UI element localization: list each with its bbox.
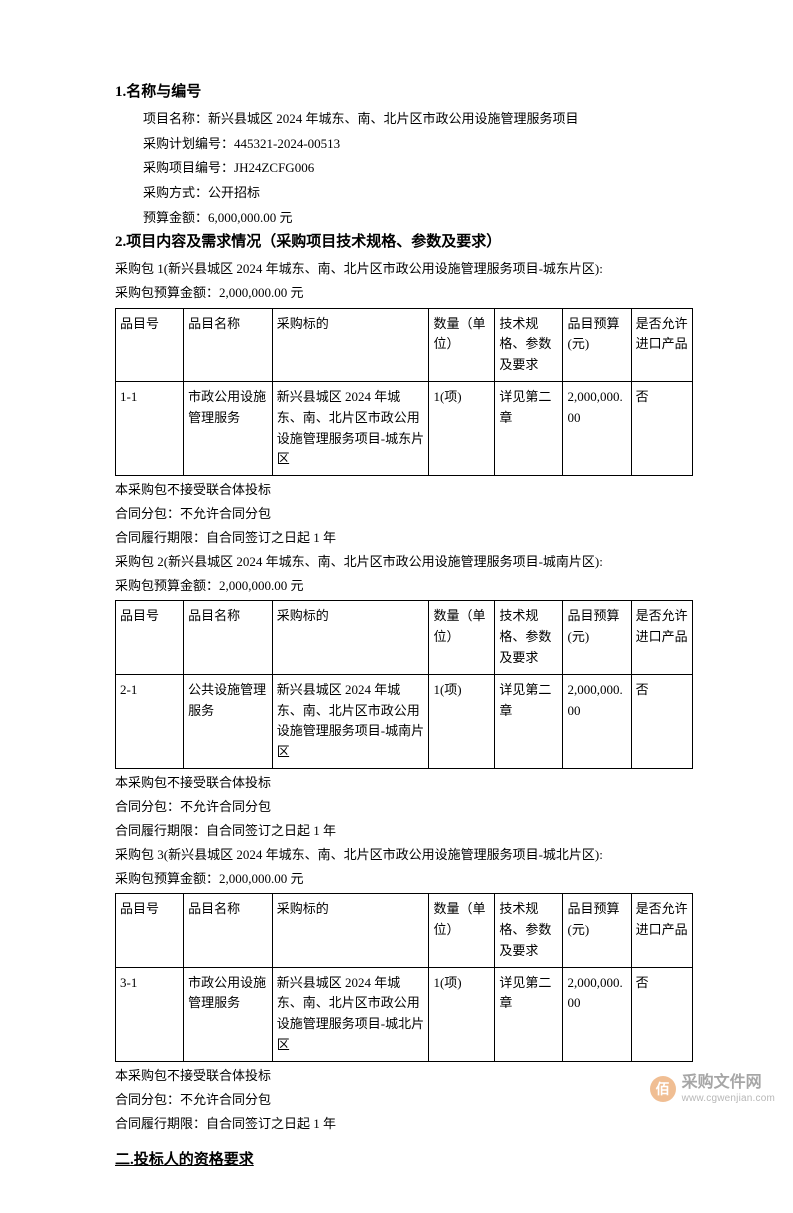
- method-value: 公开招标: [208, 185, 260, 200]
- th-spec: 技术规格、参数及要求: [495, 894, 563, 967]
- pkg2-table: 品目号 品目名称 采购标的 数量（单位） 技术规格、参数及要求 品目预算(元) …: [115, 600, 693, 769]
- pkg1-note-1: 合同分包：不允许合同分包: [115, 502, 693, 526]
- section2-heading: 2.项目内容及需求情况（采购项目技术规格、参数及要求）: [115, 230, 693, 251]
- plan-no-value: 445321-2024-00513: [234, 136, 340, 151]
- proj-no-label: 采购项目编号：: [143, 160, 234, 175]
- td-target: 新兴县城区 2024 年城东、南、北片区市政公用设施管理服务项目-城南片区: [272, 674, 429, 768]
- th-qty: 数量（单位）: [429, 601, 495, 674]
- proj-no-value: JH24ZCFG006: [234, 160, 314, 175]
- method-label: 采购方式：: [143, 185, 208, 200]
- pkg2-note-0: 本采购包不接受联合体投标: [115, 771, 693, 795]
- td-spec: 详见第二章: [495, 674, 563, 768]
- td-name: 市政公用设施管理服务: [184, 967, 273, 1061]
- watermark: 佰 采购文件网 www.cgwenjian.com: [650, 1074, 775, 1104]
- plan-no-line: 采购计划编号：445321-2024-00513: [143, 132, 693, 157]
- td-budget: 2,000,000.00: [563, 381, 631, 475]
- table-header-row: 品目号 品目名称 采购标的 数量（单位） 技术规格、参数及要求 品目预算(元) …: [116, 894, 693, 967]
- budget-line: 预算金额：6,000,000.00 元: [143, 206, 693, 231]
- td-name: 市政公用设施管理服务: [184, 381, 273, 475]
- proj-no-line: 采购项目编号：JH24ZCFG006: [143, 156, 693, 181]
- th-name: 品目名称: [184, 894, 273, 967]
- section1-fields: 项目名称：新兴县城区 2024 年城东、南、北片区市政公用设施管理服务项目 采购…: [115, 107, 693, 230]
- pkg2-title: 采购包 2(新兴县城区 2024 年城东、南、北片区市政公用设施管理服务项目-城…: [115, 550, 693, 574]
- budget-value: 6,000,000.00 元: [208, 210, 293, 225]
- td-qty: 1(项): [429, 967, 495, 1061]
- td-spec: 详见第二章: [495, 967, 563, 1061]
- pkg2-budget: 采购包预算金额：2,000,000.00 元: [115, 574, 693, 598]
- th-id: 品目号: [116, 894, 184, 967]
- table-header-row: 品目号 品目名称 采购标的 数量（单位） 技术规格、参数及要求 品目预算(元) …: [116, 601, 693, 674]
- table-header-row: 品目号 品目名称 采购标的 数量（单位） 技术规格、参数及要求 品目预算(元) …: [116, 308, 693, 381]
- td-budget: 2,000,000.00: [563, 674, 631, 768]
- td-target: 新兴县城区 2024 年城东、南、北片区市政公用设施管理服务项目-城北片区: [272, 967, 429, 1061]
- pkg3-note-1: 合同分包：不允许合同分包: [115, 1088, 693, 1112]
- td-qty: 1(项): [429, 381, 495, 475]
- plan-no-label: 采购计划编号：: [143, 136, 234, 151]
- pkg3-note-2: 合同履行期限：自合同签订之日起 1 年: [115, 1112, 693, 1136]
- td-id: 2-1: [116, 674, 184, 768]
- th-name: 品目名称: [184, 601, 273, 674]
- watermark-logo-icon: 佰: [650, 1076, 676, 1102]
- section1-heading: 1.名称与编号: [115, 80, 693, 101]
- pkg1-title: 采购包 1(新兴县城区 2024 年城东、南、北片区市政公用设施管理服务项目-城…: [115, 257, 693, 281]
- th-qty: 数量（单位）: [429, 308, 495, 381]
- th-budget: 品目预算(元): [563, 601, 631, 674]
- section3-heading: 二.投标人的资格要求: [115, 1148, 693, 1169]
- th-import: 是否允许进口产品: [631, 894, 692, 967]
- td-qty: 1(项): [429, 674, 495, 768]
- th-import: 是否允许进口产品: [631, 601, 692, 674]
- pkg3-budget: 采购包预算金额：2,000,000.00 元: [115, 867, 693, 891]
- watermark-sub: www.cgwenjian.com: [682, 1093, 775, 1105]
- th-id: 品目号: [116, 601, 184, 674]
- th-spec: 技术规格、参数及要求: [495, 308, 563, 381]
- td-budget: 2,000,000.00: [563, 967, 631, 1061]
- td-id: 1-1: [116, 381, 184, 475]
- method-line: 采购方式：公开招标: [143, 181, 693, 206]
- project-name-line: 项目名称：新兴县城区 2024 年城东、南、北片区市政公用设施管理服务项目: [143, 107, 693, 132]
- th-name: 品目名称: [184, 308, 273, 381]
- td-import: 否: [631, 967, 692, 1061]
- th-id: 品目号: [116, 308, 184, 381]
- table-row: 2-1 公共设施管理服务 新兴县城区 2024 年城东、南、北片区市政公用设施管…: [116, 674, 693, 768]
- th-target: 采购标的: [272, 601, 429, 674]
- th-import: 是否允许进口产品: [631, 308, 692, 381]
- th-budget: 品目预算(元): [563, 308, 631, 381]
- th-budget: 品目预算(元): [563, 894, 631, 967]
- table-row: 3-1 市政公用设施管理服务 新兴县城区 2024 年城东、南、北片区市政公用设…: [116, 967, 693, 1061]
- project-name-value: 新兴县城区 2024 年城东、南、北片区市政公用设施管理服务项目: [208, 111, 579, 126]
- th-qty: 数量（单位）: [429, 894, 495, 967]
- td-id: 3-1: [116, 967, 184, 1061]
- td-spec: 详见第二章: [495, 381, 563, 475]
- pkg1-table: 品目号 品目名称 采购标的 数量（单位） 技术规格、参数及要求 品目预算(元) …: [115, 308, 693, 477]
- td-import: 否: [631, 674, 692, 768]
- td-name: 公共设施管理服务: [184, 674, 273, 768]
- pkg2-note-2: 合同履行期限：自合同签订之日起 1 年: [115, 819, 693, 843]
- budget-label: 预算金额：: [143, 210, 208, 225]
- th-spec: 技术规格、参数及要求: [495, 601, 563, 674]
- pkg2-note-1: 合同分包：不允许合同分包: [115, 795, 693, 819]
- pkg1-budget: 采购包预算金额：2,000,000.00 元: [115, 281, 693, 305]
- th-target: 采购标的: [272, 894, 429, 967]
- pkg1-note-0: 本采购包不接受联合体投标: [115, 478, 693, 502]
- td-import: 否: [631, 381, 692, 475]
- pkg3-note-0: 本采购包不接受联合体投标: [115, 1064, 693, 1088]
- pkg1-note-2: 合同履行期限：自合同签订之日起 1 年: [115, 526, 693, 550]
- pkg3-table: 品目号 品目名称 采购标的 数量（单位） 技术规格、参数及要求 品目预算(元) …: [115, 893, 693, 1062]
- td-target: 新兴县城区 2024 年城东、南、北片区市政公用设施管理服务项目-城东片区: [272, 381, 429, 475]
- pkg3-title: 采购包 3(新兴县城区 2024 年城东、南、北片区市政公用设施管理服务项目-城…: [115, 843, 693, 867]
- watermark-main: 采购文件网: [682, 1074, 775, 1092]
- watermark-text: 采购文件网 www.cgwenjian.com: [682, 1074, 775, 1104]
- project-name-label: 项目名称：: [143, 111, 208, 126]
- th-target: 采购标的: [272, 308, 429, 381]
- table-row: 1-1 市政公用设施管理服务 新兴县城区 2024 年城东、南、北片区市政公用设…: [116, 381, 693, 475]
